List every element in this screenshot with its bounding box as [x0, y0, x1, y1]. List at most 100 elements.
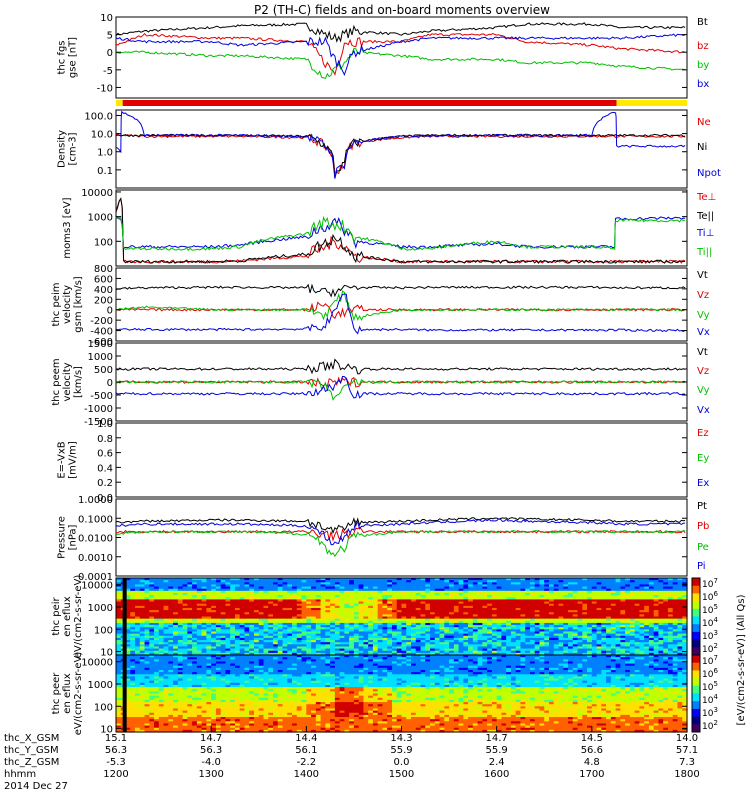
panel-frame: [116, 499, 687, 576]
panel-7: Pressure[nPa]: [57, 499, 688, 576]
y-tick-label: 0.2: [97, 478, 113, 489]
legend-Npot: Npot: [697, 168, 721, 179]
chart-title: P2 (TH-C) fields and on-board moments ov…: [254, 3, 550, 17]
legend-Ne: Ne: [697, 117, 711, 128]
legend-Te⊥: Te⊥: [696, 192, 716, 203]
legend-bx: bx: [697, 79, 709, 90]
series-line-Ti⊥: [116, 217, 685, 249]
y-tick-label: -200: [90, 316, 113, 327]
legend-Ex: Ex: [697, 478, 709, 489]
y-tick-label: -1000: [84, 404, 113, 415]
series-line-Te⊥: [116, 199, 685, 263]
series-line-Te||: [116, 199, 685, 264]
series-line-Vx: [116, 376, 685, 398]
y-axis-label: Density[cm-3]: [57, 130, 79, 168]
legend-Ey: Ey: [697, 453, 709, 464]
y-tick-label: 0.6: [97, 449, 113, 460]
series-line-Vy: [116, 379, 685, 400]
legend-Ti||: Ti||: [696, 247, 712, 258]
legend-Vz: Vz: [697, 290, 709, 301]
legend-bz: bz: [697, 41, 709, 52]
y-tick-label: 0.0010: [78, 553, 113, 564]
panel-8: thc peiren efluxeV/(cm2-s-sr-eV): [51, 575, 688, 659]
y-tick-label: 600: [94, 274, 113, 285]
y-tick-label: 100: [94, 625, 113, 636]
y-tick-label: 10.0: [91, 130, 113, 141]
status-bar-segment: [617, 100, 687, 106]
series-line-Ne: [116, 134, 685, 173]
y-tick-label: 1.0000: [78, 495, 113, 506]
legend-Pe: Pe: [697, 542, 709, 553]
y-axis-label: thc peemvelocity[km/s]: [51, 358, 84, 405]
legend-Ez: Ez: [697, 428, 709, 439]
panel-frame: [116, 17, 687, 98]
y-tick-label: 500: [94, 365, 113, 376]
legend-Vx: Vx: [697, 327, 710, 338]
y-tick-label: 0: [107, 306, 113, 317]
legend-Ti⊥: Ti⊥: [696, 228, 714, 239]
y-tick-label: 5: [107, 31, 113, 42]
series-line-bz: [116, 34, 685, 75]
y-tick-label: 200: [94, 295, 113, 306]
legend-Vy: Vy: [697, 310, 710, 321]
legend-Vx: Vx: [697, 405, 710, 416]
legend-Vy: Vy: [697, 385, 710, 396]
y-tick-label: 1.0: [97, 148, 113, 159]
y-tick-label: 1500: [88, 339, 113, 350]
y-tick-label: 800: [94, 264, 113, 275]
y-tick-label: 0: [107, 378, 113, 389]
series-line-Vx: [116, 294, 685, 334]
legend-Vt: Vt: [697, 347, 708, 358]
y-tick-label: 10: [100, 13, 113, 24]
panel-4: thc peimvelocitygsm [km/s]: [51, 268, 687, 341]
y-tick-label: 400: [94, 285, 113, 296]
legend-Bt: Bt: [697, 17, 708, 28]
legend-Vt: Vt: [697, 270, 708, 281]
series-line-Ti||: [116, 216, 685, 250]
y-tick-label: 10000: [81, 581, 113, 592]
series-line-by: [116, 48, 685, 78]
y-tick-label: 0: [107, 48, 113, 59]
y-axis-label: moms3 [eV]: [62, 197, 73, 258]
panel-1: thc fgsgse [nT]: [57, 17, 688, 98]
y-tick-label: 0.8: [97, 434, 113, 445]
panel-frame: [116, 423, 687, 497]
panel-frame: [116, 110, 687, 188]
legend-Pb: Pb: [697, 521, 709, 532]
data-gap-bar: [123, 578, 127, 655]
series-line-Vt: [116, 285, 685, 297]
y-tick-label: 1000: [88, 603, 113, 614]
legend-Pi: Pi: [697, 561, 706, 572]
panel-2: Density[cm-3]: [57, 110, 688, 188]
y-tick-label: -500: [90, 391, 113, 402]
y-tick-label: 100.0: [84, 111, 113, 122]
legend-Pt: Pt: [697, 501, 707, 512]
panel-9: thc peeren efluxeV/(cm2-s-sr-eV): [51, 652, 688, 736]
y-tick-label: 1000: [88, 352, 113, 363]
series-line-Npot: [116, 112, 685, 179]
y-tick-label: 0.0100: [78, 534, 113, 545]
y-tick-label: 1.0: [97, 419, 113, 430]
panel-frame: [116, 190, 687, 266]
series-line-Pb: [116, 527, 685, 540]
y-tick-label: 100: [94, 237, 113, 248]
panel-6: E=-VxB[mV/m]: [57, 423, 688, 497]
status-bar-segment: [123, 100, 617, 106]
y-tick-label: -5: [103, 66, 113, 77]
panel-3: moms3 [eV]: [62, 190, 687, 266]
y-tick-label: 10000: [81, 188, 113, 199]
series-line-Ni: [116, 134, 685, 178]
panel-5: thc peemvelocity[km/s]: [51, 343, 687, 421]
y-axis-label: thc peimvelocitygsm [km/s]: [51, 276, 84, 332]
y-tick-label: 0.4: [97, 463, 113, 474]
y-tick-label: -400: [90, 327, 113, 338]
y-tick-label: 0.1000: [78, 514, 113, 525]
y-axis-label: E=-VxB[mV/m]: [57, 441, 79, 479]
y-axis-label: thc fgsgse [nT]: [57, 37, 79, 78]
y-tick-label: 1000: [88, 213, 113, 224]
y-axis-label: thc peiren efluxeV/(cm2-s-sr-eV): [51, 575, 84, 659]
legend-Te||: Te||: [696, 211, 714, 222]
status-bar-segment: [116, 100, 123, 106]
